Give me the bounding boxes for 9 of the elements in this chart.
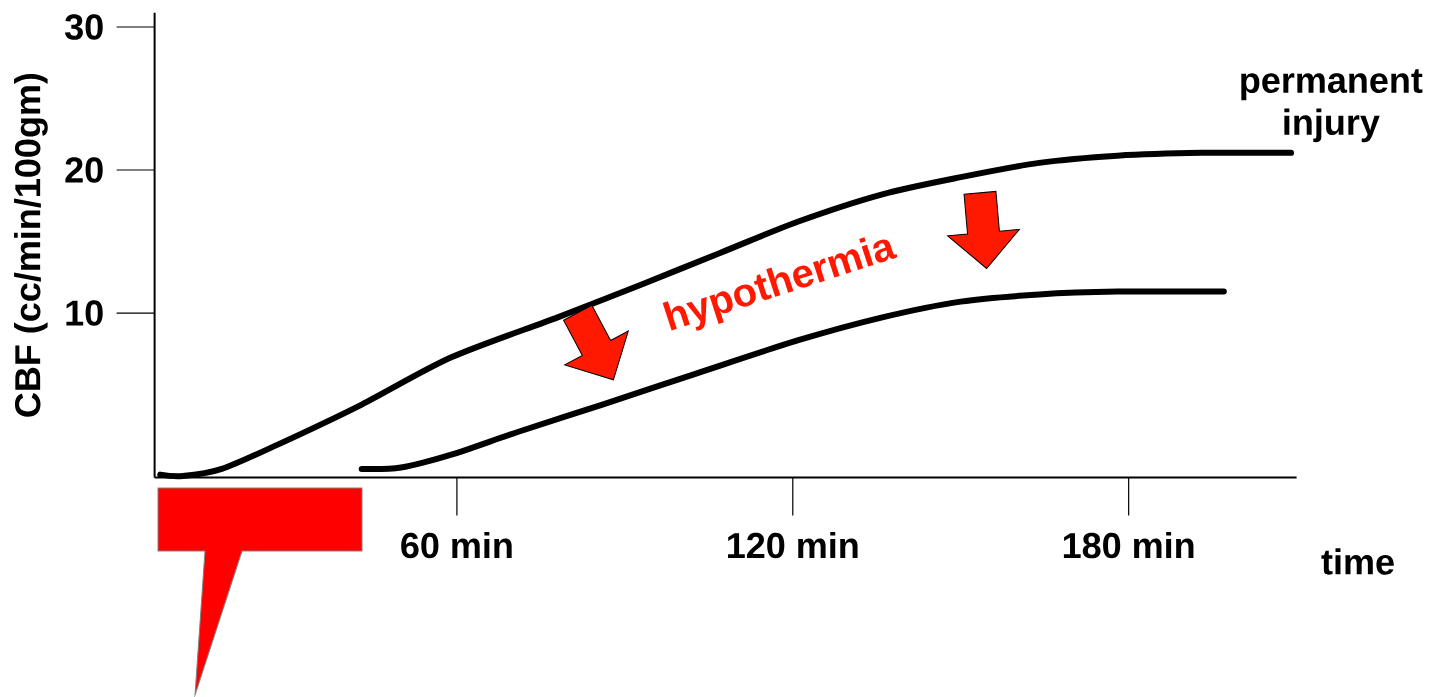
x-axis-title: time [1321,548,1394,575]
x-tick-label: 120 min [728,531,858,559]
y-tick-label: 30 [64,14,103,40]
annotation: permanent injury [1241,69,1423,143]
x-tick-label: 180 min [1063,531,1194,559]
y-tick-label: 20 [65,157,103,183]
y-tick-label: 10 [66,300,103,326]
y-axis-title: CBF (cc/min/100gm) [14,73,48,417]
x-tick-label: 60 min [401,531,512,559]
